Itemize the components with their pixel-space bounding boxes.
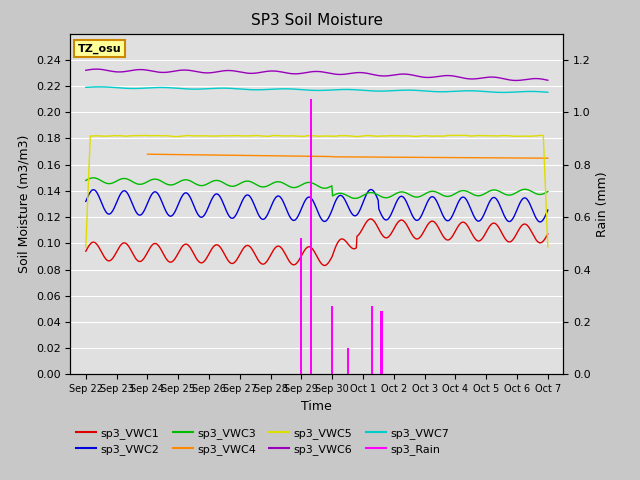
Bar: [380, 312, 383, 374]
Bar: [300, 238, 303, 374]
Y-axis label: Soil Moisture (m3/m3): Soil Moisture (m3/m3): [17, 135, 30, 273]
Bar: [310, 99, 312, 374]
Bar: [331, 306, 333, 374]
Legend: sp3_VWC1, sp3_VWC2, sp3_VWC3, sp3_VWC4, sp3_VWC5, sp3_VWC6, sp3_VWC7, sp3_Rain: sp3_VWC1, sp3_VWC2, sp3_VWC3, sp3_VWC4, …: [76, 428, 449, 455]
X-axis label: Time: Time: [301, 400, 332, 413]
Bar: [346, 348, 349, 374]
Y-axis label: Rain (mm): Rain (mm): [596, 171, 609, 237]
Title: SP3 Soil Moisture: SP3 Soil Moisture: [251, 13, 383, 28]
Bar: [371, 306, 373, 374]
Text: TZ_osu: TZ_osu: [78, 44, 122, 54]
